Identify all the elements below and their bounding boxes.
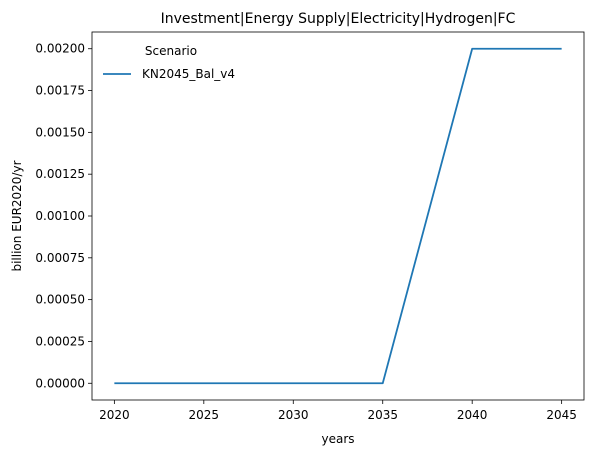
x-tick-label: 2030 xyxy=(278,408,309,422)
legend-title: Scenario xyxy=(145,44,197,58)
x-tick-label: 2020 xyxy=(99,408,130,422)
y-tick-label: 0.00050 xyxy=(35,293,85,307)
x-axis: 2020 2025 2030 2035 2040 2045 xyxy=(99,400,577,422)
x-tick-label: 2045 xyxy=(546,408,577,422)
series-line xyxy=(114,49,561,384)
x-tick-label: 2025 xyxy=(189,408,220,422)
y-axis-label: billion EUR2020/yr xyxy=(10,160,24,271)
legend: Scenario KN2045_Bal_v4 xyxy=(103,44,235,81)
y-tick-label: 0.00000 xyxy=(35,376,85,390)
y-tick-label: 0.00125 xyxy=(35,167,85,181)
y-axis: 0.00000 0.00025 0.00050 0.00075 0.00100 0.001… xyxy=(35,42,92,391)
y-tick-label: 0.00150 xyxy=(35,125,85,139)
y-tick-label: 0.00100 xyxy=(35,209,85,223)
x-tick-label: 2035 xyxy=(367,408,398,422)
x-axis-label: years xyxy=(321,432,354,446)
y-tick-label: 0.00025 xyxy=(35,334,85,348)
chart-title: Investment|Energy Supply|Electricity|Hyd… xyxy=(161,11,516,27)
y-tick-label: 0.00075 xyxy=(35,251,85,265)
y-tick-label: 0.00200 xyxy=(35,42,85,56)
y-tick-label: 0.00175 xyxy=(35,84,85,98)
plot-area xyxy=(114,49,561,384)
legend-label: KN2045_Bal_v4 xyxy=(142,67,235,81)
plot-frame xyxy=(92,32,584,400)
x-tick-label: 2040 xyxy=(457,408,488,422)
